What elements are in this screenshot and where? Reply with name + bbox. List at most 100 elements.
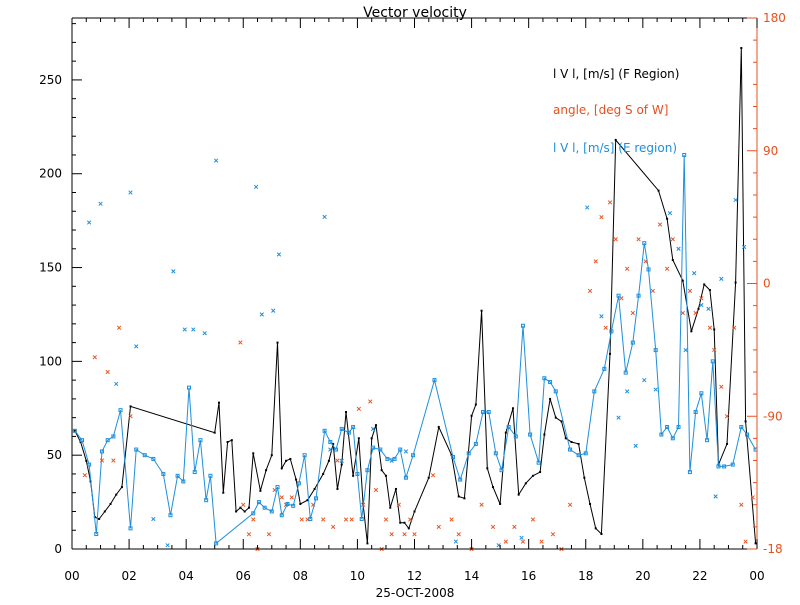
- y-right-tick-label: 90: [763, 144, 778, 158]
- data-point: [92, 355, 97, 360]
- data-point: [306, 499, 309, 502]
- data-point: [399, 521, 402, 524]
- data-point: [493, 451, 498, 456]
- x-tick-label: 22: [692, 569, 707, 583]
- data-point: [430, 473, 436, 478]
- data-point: [269, 509, 274, 514]
- data-point: [396, 502, 401, 507]
- data-point: [713, 494, 718, 499]
- data-point: [703, 283, 706, 286]
- data-point: [693, 410, 698, 415]
- data-point: [270, 454, 273, 457]
- data-point: [308, 516, 313, 521]
- data-point: [603, 325, 608, 330]
- data-point: [271, 308, 276, 313]
- data-point: [750, 495, 755, 500]
- data-point: [151, 516, 156, 522]
- x-tick-label: 06: [236, 569, 251, 583]
- data-point: [105, 369, 110, 375]
- data-point: [168, 513, 173, 518]
- x-tick-label: 08: [293, 569, 308, 583]
- data-point: [706, 306, 711, 311]
- data-point: [314, 496, 319, 501]
- data-point: [636, 293, 641, 298]
- data-point: [539, 539, 544, 544]
- x-tick-label: 20: [635, 569, 650, 583]
- data-point: [554, 416, 557, 419]
- data-point: [499, 502, 502, 505]
- x-tick-label: 18: [578, 569, 593, 583]
- data-point: [402, 532, 407, 537]
- data-point: [642, 377, 647, 383]
- data-point: [109, 502, 112, 505]
- y-left-tick-label: 50: [47, 448, 62, 462]
- data-point: [181, 479, 186, 484]
- data-point: [609, 352, 612, 355]
- data-point: [407, 527, 410, 530]
- data-point: [142, 453, 147, 458]
- data-point: [357, 437, 360, 440]
- series-2: [72, 152, 758, 546]
- series-1: [82, 200, 755, 552]
- data-point: [389, 458, 394, 463]
- data-point: [72, 428, 77, 433]
- data-point: [73, 429, 76, 432]
- data-point: [383, 517, 389, 522]
- data-point: [742, 244, 747, 250]
- data-point: [630, 340, 635, 345]
- data-point: [368, 399, 373, 404]
- data-point: [213, 431, 216, 434]
- data-point: [408, 517, 413, 522]
- data-point: [208, 473, 213, 478]
- data-point: [289, 457, 292, 460]
- x-tick-label: 04: [179, 569, 194, 583]
- data-point: [120, 486, 123, 489]
- data-point: [676, 425, 681, 430]
- data-point: [719, 276, 724, 281]
- data-point: [394, 487, 397, 490]
- data-point: [710, 359, 715, 364]
- data-point: [291, 503, 296, 508]
- data-point: [548, 380, 553, 385]
- data-point: [359, 516, 364, 521]
- data-point: [389, 506, 392, 509]
- data-point: [503, 539, 508, 544]
- data-point: [630, 310, 635, 316]
- data-point: [266, 532, 272, 537]
- data-point: [542, 376, 547, 381]
- legend: l V l, [m/s] (F Region) angle, [deg S of …: [553, 67, 679, 155]
- data-point: [289, 495, 294, 500]
- data-point: [734, 281, 737, 284]
- data-point: [243, 510, 246, 513]
- data-point: [276, 341, 279, 344]
- data-point: [744, 420, 747, 423]
- x-tick-label: 16: [521, 569, 536, 583]
- axes-layer: 00 02 04 06 08 10 12 14 16 18 20 22 0005010015020025…: [39, 11, 786, 583]
- data-point: [671, 259, 674, 262]
- data-point: [94, 531, 99, 536]
- data-point: [256, 500, 261, 505]
- data-point: [251, 517, 256, 522]
- data-point: [609, 329, 614, 334]
- data-point: [676, 246, 681, 251]
- data-point: [334, 447, 339, 452]
- data-point: [697, 307, 700, 310]
- data-point: [456, 532, 461, 537]
- data-point: [576, 453, 581, 458]
- data-point: [740, 47, 743, 50]
- data-point: [182, 327, 187, 332]
- data-point: [241, 502, 246, 507]
- data-point: [613, 237, 618, 242]
- data-point: [719, 384, 724, 389]
- y-left-tick-label: 0: [54, 542, 62, 556]
- data-point: [235, 510, 238, 513]
- data-point: [600, 532, 603, 535]
- data-point: [191, 327, 196, 332]
- data-point: [490, 524, 496, 530]
- data-point: [690, 330, 693, 333]
- data-point: [681, 279, 684, 282]
- data-point: [692, 271, 697, 276]
- data-point: [513, 434, 518, 439]
- data-point: [335, 458, 340, 463]
- data-point: [583, 451, 588, 456]
